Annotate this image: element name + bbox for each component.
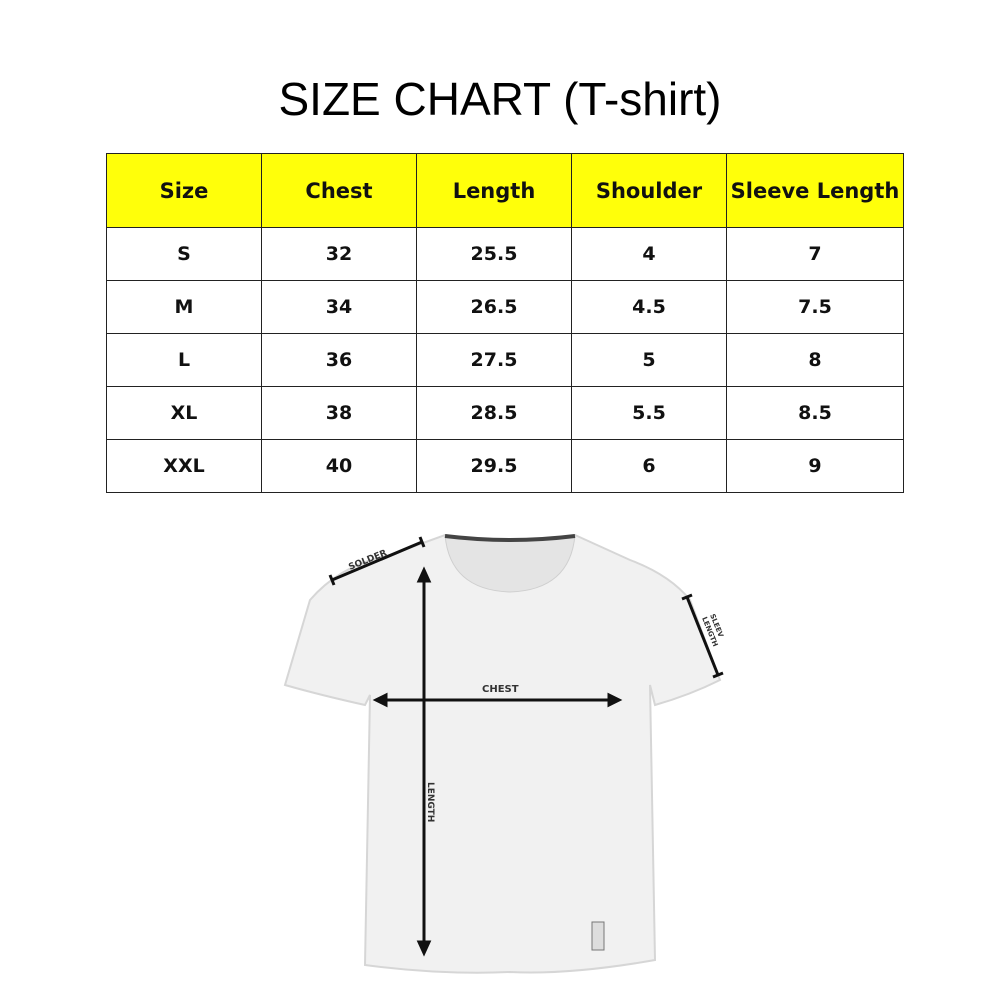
header-sleeve-length: Sleeve Length bbox=[726, 153, 904, 228]
table-cell: 4.5 bbox=[571, 280, 727, 334]
table-cell: 38 bbox=[261, 386, 417, 440]
table-row: XL 38 28.5 5.5 8.5 bbox=[106, 386, 904, 440]
header-shoulder: Shoulder bbox=[571, 153, 727, 228]
table-cell: 8.5 bbox=[726, 386, 904, 440]
table-cell: 34 bbox=[261, 280, 417, 334]
table-cell: 7.5 bbox=[726, 280, 904, 334]
table-cell: 7 bbox=[726, 227, 904, 281]
table-cell: 4 bbox=[571, 227, 727, 281]
tshirt-diagram: SOLDER SLEEV LENGTH CHEST LENGTH bbox=[283, 533, 725, 974]
table-cell: 28.5 bbox=[416, 386, 572, 440]
table-cell: XXL bbox=[106, 439, 262, 493]
header-chest: Chest bbox=[261, 153, 417, 228]
table-cell: 26.5 bbox=[416, 280, 572, 334]
table-row: M 34 26.5 4.5 7.5 bbox=[106, 280, 904, 334]
table-cell: L bbox=[106, 333, 262, 387]
tshirt-shape bbox=[283, 533, 722, 974]
table-cell: 40 bbox=[261, 439, 417, 493]
table-row: XXL 40 29.5 6 9 bbox=[106, 439, 904, 493]
table-cell: 5 bbox=[571, 333, 727, 387]
table-cell: 36 bbox=[261, 333, 417, 387]
table-cell: 6 bbox=[571, 439, 727, 493]
table-cell: XL bbox=[106, 386, 262, 440]
table-cell: 32 bbox=[261, 227, 417, 281]
table-cell: 5.5 bbox=[571, 386, 727, 440]
chest-label: CHEST bbox=[482, 684, 519, 695]
table-cell: 27.5 bbox=[416, 333, 572, 387]
table-cell: M bbox=[106, 280, 262, 334]
table-header-row: Size Chest Length Shoulder Sleeve Length bbox=[106, 153, 904, 228]
header-size: Size bbox=[106, 153, 262, 228]
length-label: LENGTH bbox=[425, 782, 435, 822]
page-title: SIZE CHART (T-shirt) bbox=[278, 73, 722, 125]
table-cell: 8 bbox=[726, 333, 904, 387]
table-cell: 29.5 bbox=[416, 439, 572, 493]
sleeve-measure-line bbox=[685, 596, 720, 676]
size-table: Size Chest Length Shoulder Sleeve Length… bbox=[106, 153, 904, 493]
table-row: S 32 25.5 4 7 bbox=[106, 227, 904, 281]
table-cell: 25.5 bbox=[416, 227, 572, 281]
table-row: L 36 27.5 5 8 bbox=[106, 333, 904, 387]
logo-tag bbox=[591, 921, 605, 951]
header-length: Length bbox=[416, 153, 572, 228]
table-cell: S bbox=[106, 227, 262, 281]
shoulder-measure-line bbox=[331, 540, 423, 582]
table-cell: 9 bbox=[726, 439, 904, 493]
